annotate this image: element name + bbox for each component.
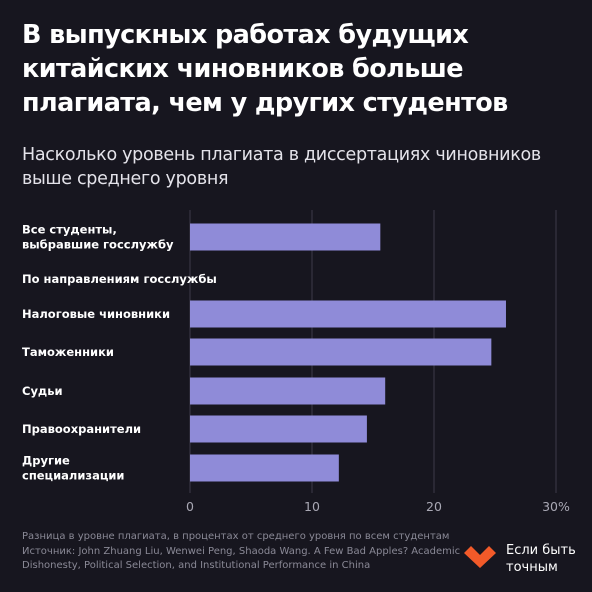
brand-name: Если быть точным [506, 543, 576, 575]
bar [190, 415, 367, 443]
category-label: Налоговые чиновники [22, 307, 170, 321]
brand-logo: Если быть точным [462, 540, 587, 580]
chart-subtitle: Насколько уровень плагиата в диссертация… [22, 145, 541, 189]
category-label: Правоохранители [22, 422, 141, 436]
bar [190, 300, 506, 328]
chart-note: Разница в уровне плагиата, в процентах о… [22, 531, 450, 542]
category-label: Таможенники [22, 345, 114, 359]
x-tick-label: 10 [304, 499, 320, 514]
chart-title: В выпускных работах будущих китайских чи… [22, 20, 508, 118]
x-tick-label: 30% [542, 499, 570, 514]
bar [190, 377, 386, 405]
category-label: Все студенты, выбравшие госслужбу [22, 223, 174, 252]
category-label: Другие специализации [22, 454, 124, 483]
heart-check-icon [464, 546, 496, 568]
group-label: По направлениям госслужбы [22, 272, 217, 286]
x-tick-label: 20 [426, 499, 442, 514]
chart-source: Источник: John Zhuang Liu, Wenwei Peng, … [22, 546, 461, 571]
category-label: Судьи [22, 384, 63, 398]
bar [190, 223, 381, 251]
x-tick-label: 0 [186, 499, 194, 514]
bar [190, 454, 339, 482]
bar [190, 338, 492, 366]
